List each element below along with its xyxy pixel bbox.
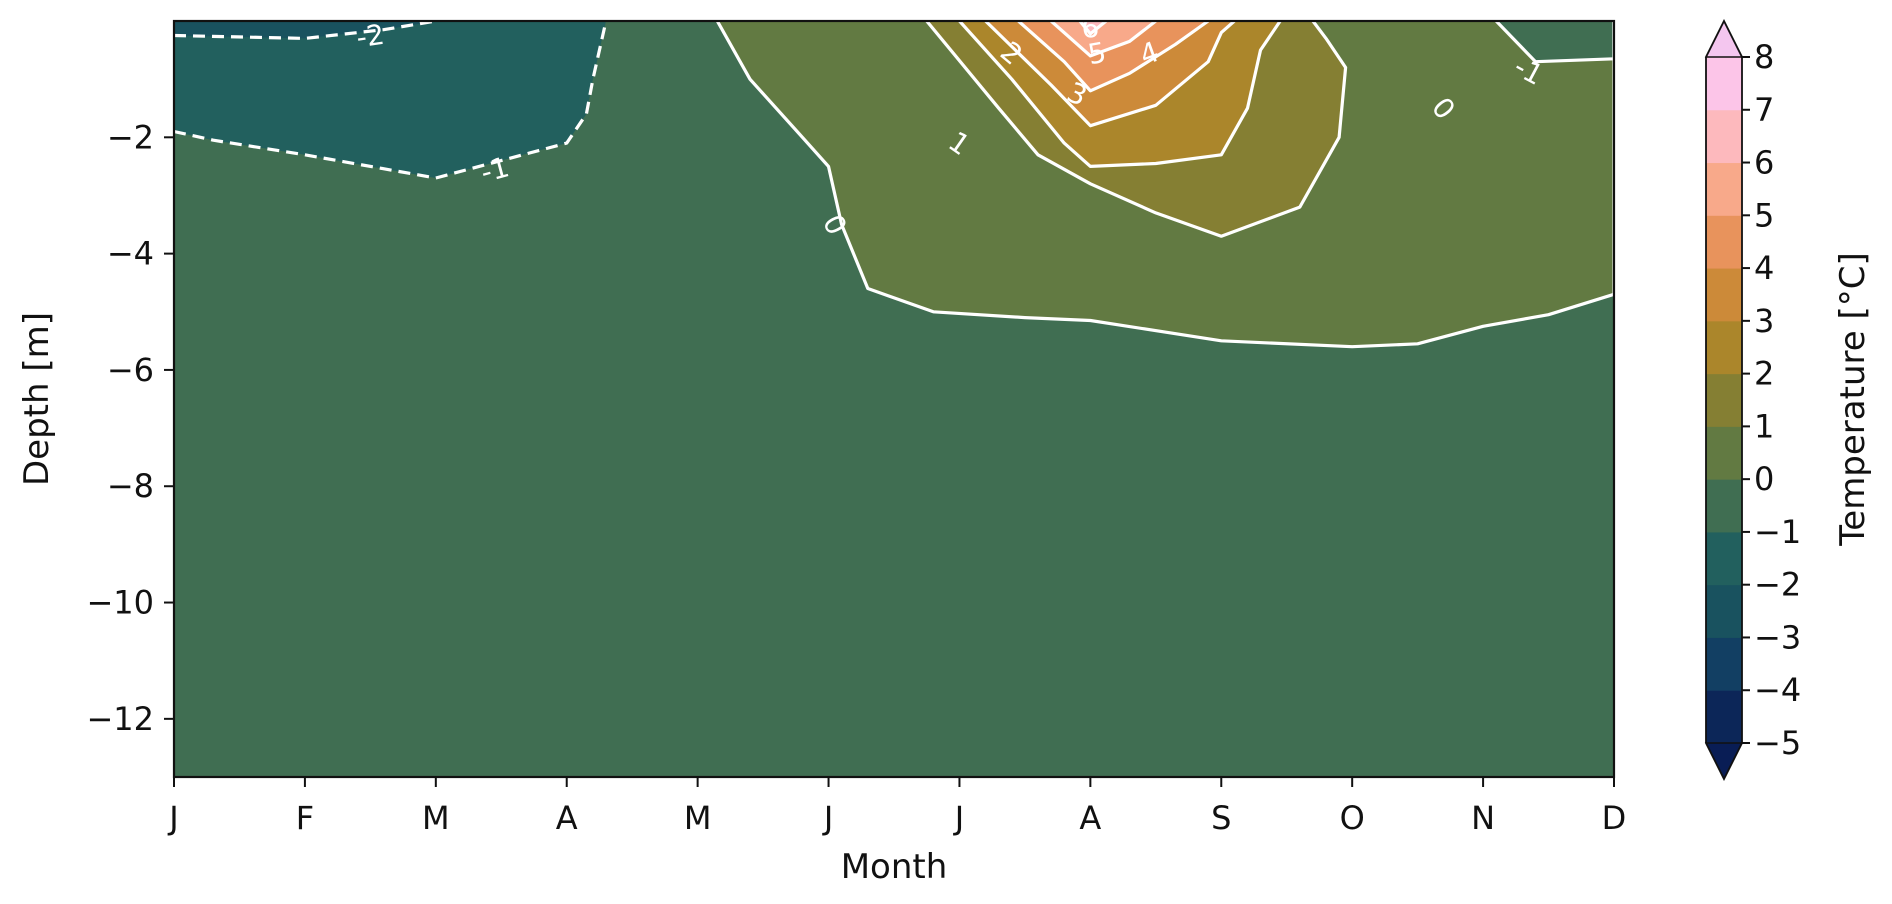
contour-line: [174, 21, 608, 180]
colorbar-segment: [1706, 426, 1742, 480]
x-tick-label: J: [953, 799, 964, 837]
x-tick-label: D: [1602, 799, 1627, 837]
x-tick-label: F: [296, 799, 314, 837]
colorbar-title: Temperature [°C]: [1833, 252, 1873, 546]
colorbar-tick-label: −4: [1754, 671, 1801, 709]
colorbar-segment: [1706, 690, 1742, 744]
x-tick-label: M: [684, 799, 712, 837]
colorbar-segment: [1706, 637, 1742, 691]
contour-line: [715, 21, 1614, 349]
y-axis-title: Depth [m]: [17, 312, 57, 486]
colorbar-segment: [1706, 320, 1742, 375]
plot-frame: [172, 19, 1616, 779]
colorbar-segment: [1706, 109, 1742, 164]
colorbar-tick-label: −3: [1754, 618, 1801, 656]
contour-region: [1018, 21, 1209, 91]
colorbar-tick-label: −1: [1754, 513, 1801, 551]
colorbar-segment: [1706, 268, 1742, 322]
y-tick-label: −4: [107, 235, 154, 273]
colorbar-tick-label: 5: [1754, 196, 1774, 234]
y-tick-label: −8: [107, 467, 154, 505]
y-tick-label: −6: [107, 351, 154, 389]
plot-area: [174, 21, 1614, 777]
x-tick-label: J: [822, 799, 833, 837]
contour-label: -2: [354, 18, 386, 55]
colorbar-segment: [1706, 57, 1742, 111]
colorbar-tick-label: 6: [1754, 144, 1774, 182]
contour-region: [1496, 21, 1614, 62]
colorbar-tick-label: 1: [1754, 407, 1774, 445]
contour-line: [958, 21, 1282, 168]
colorbar-extend-max: [1704, 19, 1744, 58]
y-tick-label: −10: [86, 584, 154, 622]
contour-line: [1078, 21, 1108, 36]
colorbar-tick-label: 2: [1754, 355, 1774, 393]
colorbar-segment: [1706, 373, 1742, 427]
colorbar-extend-min: [1704, 742, 1744, 781]
contour-label: 5: [1085, 36, 1108, 72]
colorbar-segment: [1706, 215, 1742, 269]
y-tick-label: −12: [86, 700, 154, 738]
colorbar-tick-label: 4: [1754, 249, 1774, 287]
contour-region: [174, 21, 436, 39]
x-axis-title: Month: [841, 847, 948, 887]
contour-line: [984, 21, 1236, 128]
contour-label: 6: [1081, 11, 1099, 44]
contour-line: [1495, 21, 1614, 64]
x-tick-label: J: [167, 799, 178, 837]
x-tick-label: O: [1340, 799, 1365, 837]
colorbar-segment: [1706, 162, 1742, 216]
contour-region: [1051, 21, 1156, 56]
colorbar-tick-label: −2: [1754, 566, 1801, 604]
x-tick-label: N: [1471, 799, 1495, 837]
colorbar-segment: [1706, 479, 1742, 533]
colorbar-tick-label: 3: [1754, 302, 1774, 340]
contour-line: [174, 21, 437, 40]
colorbar-tick-label: 8: [1754, 38, 1774, 76]
contour-region: [1079, 21, 1107, 34]
x-tick-label: A: [1079, 799, 1101, 837]
x-tick-label: M: [422, 799, 450, 837]
colorbar-segment: [1706, 531, 1742, 586]
x-tick-label: A: [556, 799, 578, 837]
y-tick-label: −2: [107, 118, 154, 156]
colorbar-tick-label: 7: [1754, 91, 1774, 129]
colorbar: −5 −4 −3 −2 −1 0 1 2 3 4 5 6 7 8: [1704, 18, 1801, 782]
colorbar-tick-label: 0: [1754, 460, 1774, 498]
x-tick-label: S: [1211, 799, 1231, 837]
colorbar-segment: [1706, 584, 1742, 638]
contour-line: [1017, 21, 1210, 93]
colorbar-tick-label: −5: [1754, 724, 1801, 762]
y-axis: −2 −4 −6 −8 −10 −12: [86, 118, 174, 738]
contour-line: [1050, 21, 1157, 58]
contour-lines: [174, 21, 1614, 349]
contour-line: [925, 21, 1348, 238]
contour-region: [174, 21, 606, 178]
